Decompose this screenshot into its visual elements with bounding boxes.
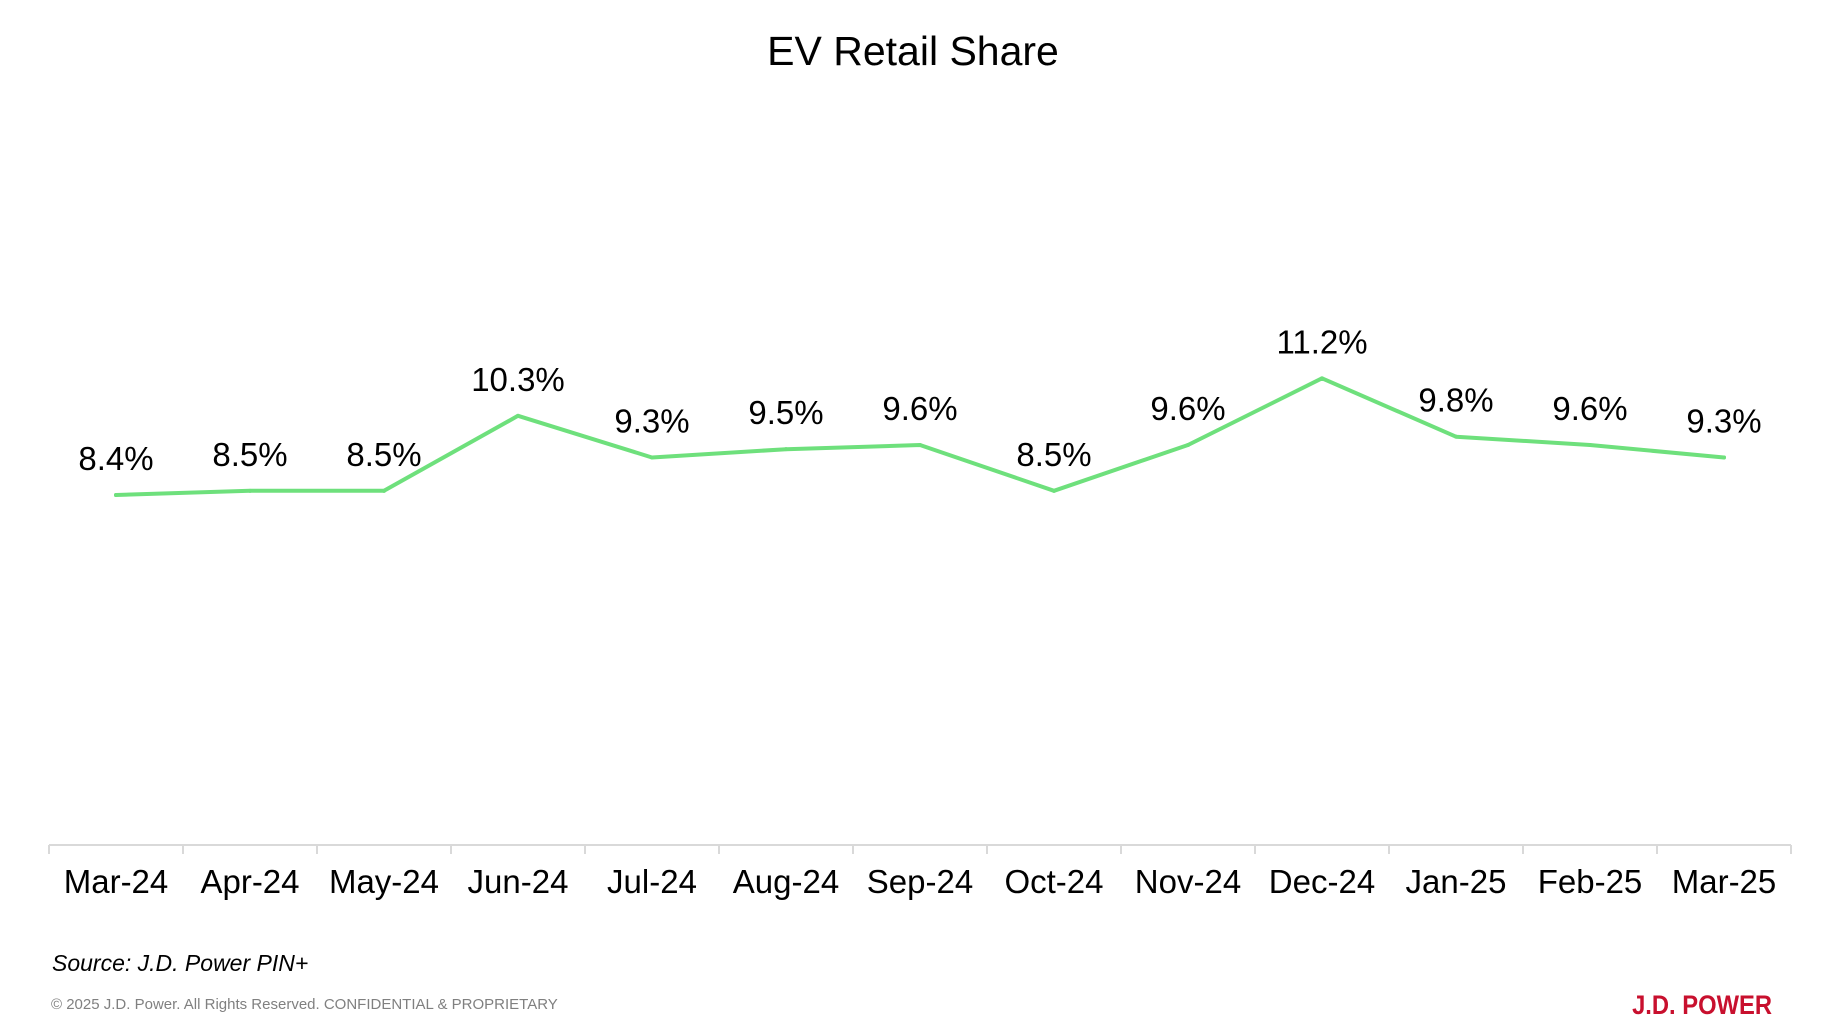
data-point-mar-24 bbox=[114, 493, 118, 497]
data-point-dec-24 bbox=[1320, 376, 1324, 381]
data-point-mar-25 bbox=[1722, 455, 1726, 460]
data-label-mar-25: 9.3% bbox=[1686, 403, 1761, 440]
data-label-dec-24: 11.2% bbox=[1276, 323, 1367, 360]
data-point-nov-24 bbox=[1186, 443, 1190, 447]
data-label-aug-24: 9.5% bbox=[748, 394, 823, 431]
data-label-may-24: 8.5% bbox=[346, 436, 421, 473]
data-point-jun-24 bbox=[516, 413, 520, 418]
data-label-group: 8.4% 8.5% 8.5% 10.3% 9.3% 9.5% 9.6% 8.5% 9.6% 11.… bbox=[78, 323, 1761, 477]
x-tick-label-feb-25: Feb-25 bbox=[1538, 863, 1643, 900]
data-label-nov-24: 9.6% bbox=[1150, 390, 1225, 427]
data-point-jul-24 bbox=[650, 455, 654, 460]
copyright-text: © 2025 J.D. Power. All Rights Reserved. … bbox=[51, 996, 558, 1013]
x-tick-label-sep-24: Sep-24 bbox=[867, 863, 973, 900]
data-label-sep-24: 9.6% bbox=[882, 390, 957, 427]
x-tick-label-oct-24: Oct-24 bbox=[1004, 863, 1103, 900]
x-tick-label-mar-24: Mar-24 bbox=[64, 863, 169, 900]
x-tick-label-nov-24: Nov-24 bbox=[1135, 863, 1241, 900]
x-tick-label-may-24: May-24 bbox=[329, 863, 439, 900]
x-tick-label-jul-24: Jul-24 bbox=[607, 863, 697, 900]
data-label-jul-24: 9.3% bbox=[614, 403, 689, 440]
data-label-jun-24: 10.3% bbox=[471, 361, 565, 398]
data-label-jan-25: 9.8% bbox=[1418, 382, 1493, 419]
x-tick-label-dec-24: Dec-24 bbox=[1269, 863, 1375, 900]
data-label-apr-24: 8.5% bbox=[212, 436, 287, 473]
data-point-feb-25 bbox=[1588, 443, 1592, 447]
brand-logo: J.D. POWER bbox=[1632, 990, 1772, 1020]
x-tick-label-group: Mar-24 Apr-24 May-24 Jun-24 Jul-24 Aug-24 Sep-… bbox=[64, 863, 1777, 900]
data-point-oct-24 bbox=[1052, 488, 1056, 493]
source-note: Source: J.D. Power PIN+ bbox=[52, 950, 309, 976]
x-tick-label-jun-24: Jun-24 bbox=[468, 863, 569, 900]
data-label-mar-24: 8.4% bbox=[78, 440, 153, 477]
data-point-may-24 bbox=[382, 488, 386, 493]
series-line-group bbox=[114, 376, 1726, 497]
chart-title: EV Retail Share bbox=[767, 28, 1059, 74]
data-point-jan-25 bbox=[1454, 434, 1458, 439]
x-tick-label-aug-24: Aug-24 bbox=[733, 863, 839, 900]
data-label-feb-25: 9.6% bbox=[1552, 390, 1627, 427]
x-tick-label-apr-24: Apr-24 bbox=[200, 863, 299, 900]
data-label-oct-24: 8.5% bbox=[1016, 436, 1091, 473]
data-point-sep-24 bbox=[918, 443, 922, 447]
data-point-aug-24 bbox=[784, 447, 788, 452]
data-point-apr-24 bbox=[248, 488, 252, 493]
x-axis bbox=[48, 844, 1792, 854]
x-tick-label-jan-25: Jan-25 bbox=[1406, 863, 1507, 900]
x-tick-label-mar-25: Mar-25 bbox=[1672, 863, 1777, 900]
